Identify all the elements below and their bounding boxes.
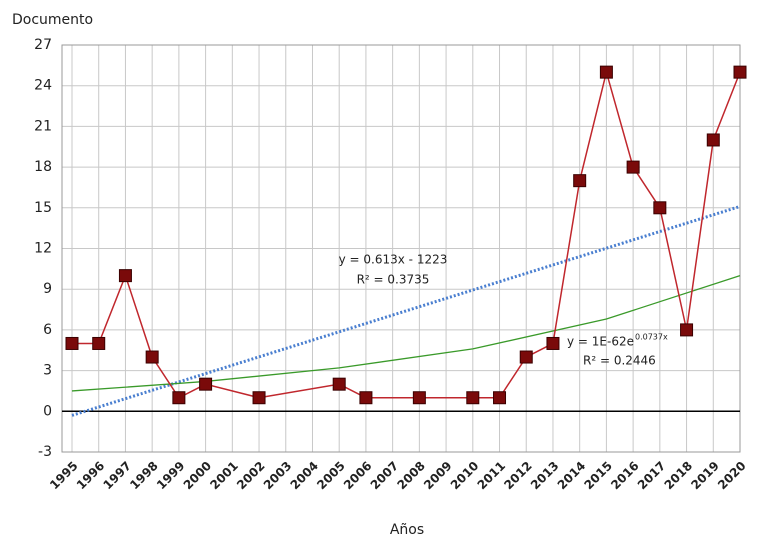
x-tick-label: 1998 [127,459,161,493]
point-marker [118,269,132,283]
point-marker [733,65,747,79]
x-tick-label: 2009 [421,459,455,493]
annotation: R² = 0.2446 [583,354,656,368]
x-tick-label: 1997 [101,459,135,493]
point-marker [359,391,373,405]
point-marker [466,391,480,405]
point-marker [92,336,106,350]
series-line [72,69,741,399]
x-tick-label: 2010 [448,459,482,493]
x-tick-label: 2008 [394,459,428,493]
point-marker [332,377,346,391]
y-tick-label: 3 [43,363,52,379]
point-marker [626,160,640,174]
point-marker [573,174,587,188]
point-marker [199,377,213,391]
annotation: y = 1E-62e [567,335,634,349]
plot-border [61,44,741,453]
point-marker [65,336,79,350]
x-tick-label: 2003 [261,459,295,493]
x-tick-label: 2005 [314,459,348,493]
x-tick-label: 2016 [608,459,642,493]
x-tick-label: 2017 [635,459,669,493]
x-tick-label: 2002 [234,459,268,493]
y-tick-label: 24 [34,78,52,94]
point-marker [145,350,159,364]
y-tick-label: 0 [43,403,52,419]
y-tick-label: 18 [34,159,52,175]
annotation: y = 0.613x - 1223 [339,253,448,267]
y-tick-label: 15 [34,200,52,216]
point-marker [653,201,667,215]
point-marker [546,336,560,350]
point-marker [172,391,186,405]
x-tick-label: 2018 [662,459,696,493]
point-marker [493,391,507,405]
annotation: R² = 0.3735 [357,273,430,287]
x-tick-label: 1996 [74,459,108,493]
x-tick-label: 2004 [288,459,322,493]
y-tick-label: 21 [34,118,52,134]
x-axis-title: Años [390,522,424,538]
point-marker [599,65,613,79]
point-marker [252,391,266,405]
y-tick-label: 12 [34,241,52,257]
x-tick-label: 2019 [688,459,722,493]
x-tick-label: 2000 [181,459,215,493]
x-tick-label: 2011 [475,459,509,493]
x-tick-label: 2007 [368,459,402,493]
point-marker [519,350,533,364]
x-tick-label: 2012 [501,459,535,493]
x-tick-label: 2001 [207,459,241,493]
y-tick-label: 6 [43,322,52,338]
x-tick-label: 1999 [154,459,188,493]
y-tick-label: 27 [34,37,52,53]
trendline [71,205,741,417]
x-tick-label: 2014 [555,459,589,493]
x-tick-label: 2015 [581,459,615,493]
x-tick-label: 1995 [47,459,81,493]
trendline [71,275,741,392]
y-tick-label: 9 [43,281,52,297]
point-marker [706,133,720,147]
point-marker [412,391,426,405]
y-axis-title: Documento [12,12,93,28]
point-marker [680,323,694,337]
x-tick-label: 2020 [715,459,749,493]
annotation-superscript: 0.0737x [635,333,668,342]
x-tick-label: 2013 [528,459,562,493]
x-tick-label: 2006 [341,459,375,493]
y-tick-label: -3 [38,444,52,460]
